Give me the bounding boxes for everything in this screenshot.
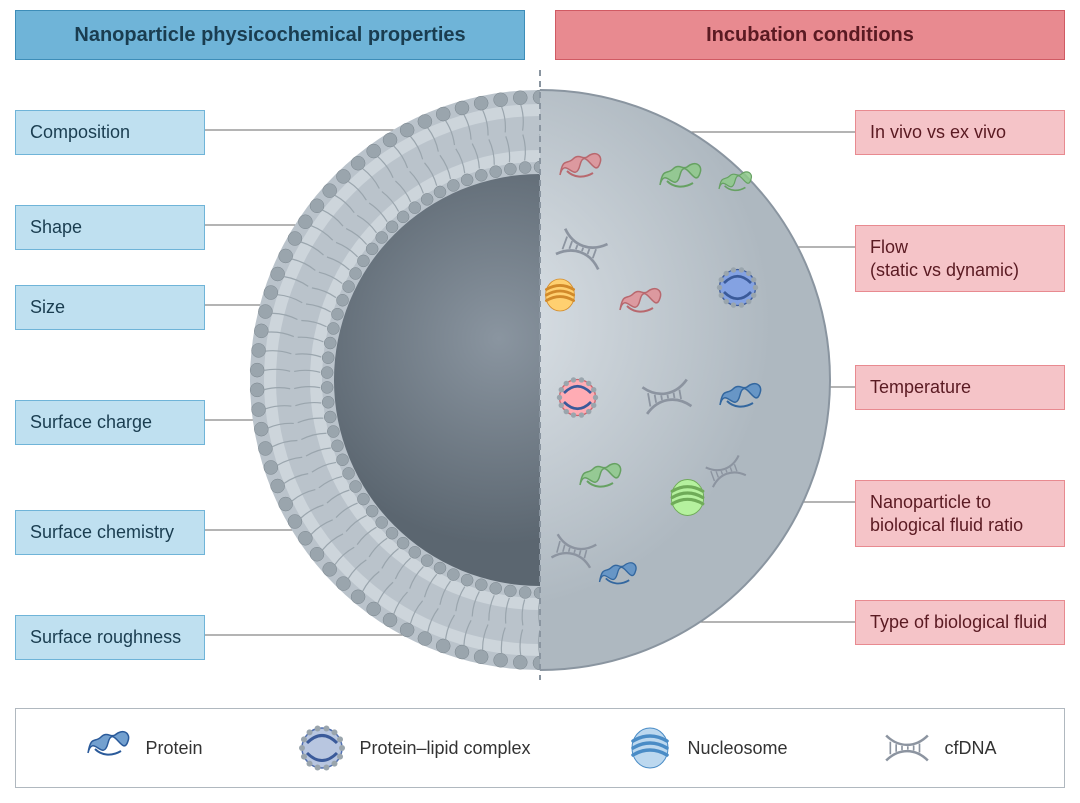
legend-cfdna: cfDNA xyxy=(882,723,996,773)
left-label-0: Composition xyxy=(15,110,205,155)
legend: Protein Protein–lipid complex Nucleosome… xyxy=(15,708,1065,788)
left-label-2: Size xyxy=(15,285,205,330)
right-label-0: In vivo vs ex vivo xyxy=(855,110,1065,155)
nanoparticle-right xyxy=(250,90,830,670)
cfdna-icon xyxy=(882,723,932,773)
right-header: Incubation conditions xyxy=(555,10,1065,60)
protein-icon xyxy=(83,723,133,773)
left-label-1: Shape xyxy=(15,205,205,250)
legend-protein: Protein xyxy=(83,723,202,773)
left-label-5: Surface roughness xyxy=(15,615,205,660)
right-label-2: Temperature xyxy=(855,365,1065,410)
legend-protein-label: Protein xyxy=(145,738,202,759)
protein-lipid-icon xyxy=(297,723,347,773)
legend-cfdna-label: cfDNA xyxy=(944,738,996,759)
left-label-3: Surface charge xyxy=(15,400,205,445)
right-label-3: Nanoparticle to biological fluid ratio xyxy=(855,480,1065,547)
legend-protein-lipid-label: Protein–lipid complex xyxy=(359,738,530,759)
left-header: Nanoparticle physicochemical properties xyxy=(15,10,525,60)
right-label-4: Type of biological fluid xyxy=(855,600,1065,645)
left-label-4: Surface chemistry xyxy=(15,510,205,555)
legend-nucleosome-label: Nucleosome xyxy=(687,738,787,759)
nucleosome-icon xyxy=(625,723,675,773)
right-label-1: Flow(static vs dynamic) xyxy=(855,225,1065,292)
legend-nucleosome: Nucleosome xyxy=(625,723,787,773)
diagram-svg xyxy=(0,0,1080,700)
legend-protein-lipid: Protein–lipid complex xyxy=(297,723,530,773)
nanoparticle-left xyxy=(250,90,830,670)
